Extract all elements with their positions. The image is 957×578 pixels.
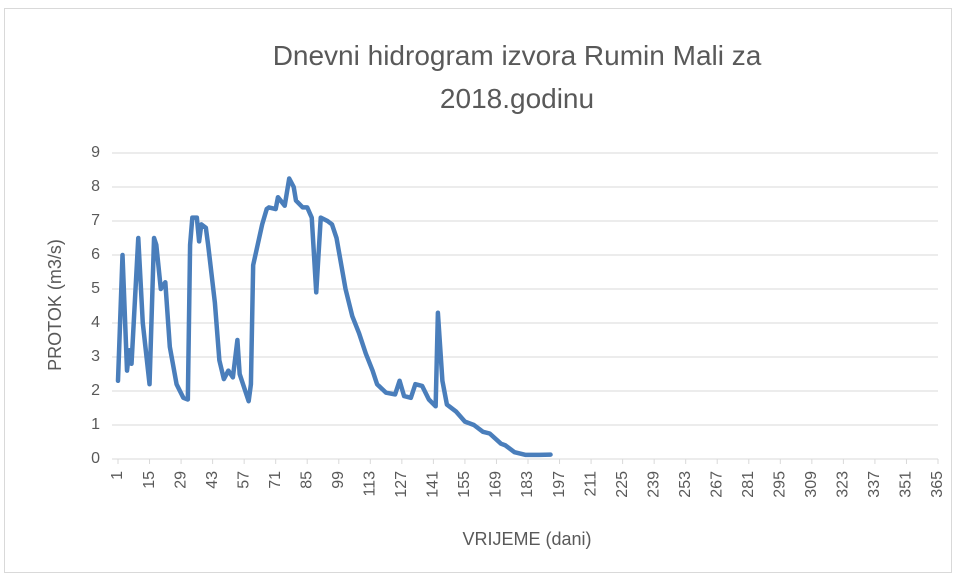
x-tick-label: 309 xyxy=(803,471,820,498)
x-tick-label: 127 xyxy=(393,471,410,498)
y-tick-label: 8 xyxy=(91,178,100,195)
x-tick-label: 281 xyxy=(740,471,757,498)
x-tick-label: 57 xyxy=(235,471,252,489)
chart-frame xyxy=(4,8,952,573)
y-tick-label: 1 xyxy=(91,416,100,433)
x-tick-label: 85 xyxy=(298,471,315,489)
x-tick-label: 351 xyxy=(898,471,915,498)
x-tick-label: 323 xyxy=(835,471,852,498)
x-tick-label: 113 xyxy=(362,471,379,497)
x-tick-label: 169 xyxy=(488,471,505,498)
y-tick-label: 0 xyxy=(91,450,100,467)
x-tick-label: 15 xyxy=(141,471,158,489)
x-tick-label: 141 xyxy=(425,471,442,498)
x-tick-label: 239 xyxy=(645,471,662,498)
y-tick-label: 3 xyxy=(91,348,100,365)
x-tick-label: 295 xyxy=(772,471,789,498)
x-tick-label: 155 xyxy=(456,471,473,498)
x-tick-label: 183 xyxy=(519,471,536,498)
y-axis-label: PROTOK (m3/s) xyxy=(45,239,65,371)
y-tick-label: 7 xyxy=(91,212,100,229)
x-tick-label: 225 xyxy=(614,471,631,498)
y-tick-label: 5 xyxy=(91,280,100,297)
y-tick-label: 4 xyxy=(91,314,100,331)
x-tick-label: 253 xyxy=(677,471,694,498)
x-tick-label: 197 xyxy=(551,471,568,498)
x-tick-label: 211 xyxy=(582,471,599,497)
y-tick-label: 9 xyxy=(91,144,100,161)
x-tick-label: 43 xyxy=(204,471,221,489)
x-tick-label: 71 xyxy=(267,471,284,489)
x-tick-label: 99 xyxy=(330,471,347,489)
x-tick-label: 1 xyxy=(109,471,126,480)
y-tick-label: 2 xyxy=(91,382,100,399)
y-tick-label: 6 xyxy=(91,246,100,263)
x-tick-label: 29 xyxy=(172,471,189,489)
x-tick-label: 337 xyxy=(866,471,883,498)
x-tick-label: 365 xyxy=(929,471,946,498)
x-tick-label: 267 xyxy=(708,471,725,498)
x-axis-label: VRIJEME (dani) xyxy=(462,529,591,549)
data-line xyxy=(115,176,553,458)
chart-title: Dnevni hidrogram izvora Rumin Mali za 20… xyxy=(272,40,762,114)
